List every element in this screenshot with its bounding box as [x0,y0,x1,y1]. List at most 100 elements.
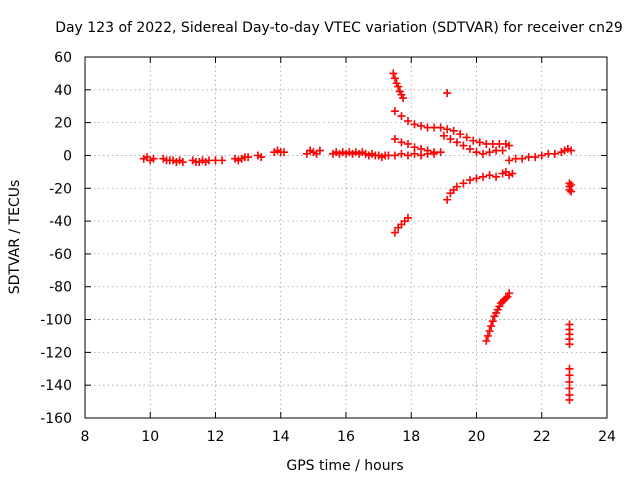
data-point [567,146,576,155]
data-point [397,138,406,147]
data-point [472,174,481,183]
data-point [417,144,426,153]
data-point [410,120,419,129]
y-axis-label: SDTVAR / TECUs [7,180,23,295]
data-point [459,179,468,188]
data-point [565,185,574,194]
x-tick-labels: 8 10 12 14 16 18 20 22 24 [81,429,616,445]
x-axis-label: GPS time / hours [286,458,403,474]
x-tick-label: 20 [468,429,486,445]
x-tick-label: 8 [81,429,90,445]
grid-lines [85,57,607,418]
data-point [452,138,461,147]
data-point [439,131,448,140]
y-tick-label: -40 [49,214,72,230]
chart-title: Day 123 of 2022, Sidereal Day-to-day VTE… [55,20,623,36]
data-points [139,69,576,404]
data-point [390,74,399,83]
x-tick-label: 12 [207,429,225,445]
data-point [257,153,266,162]
data-point [449,126,458,135]
series-late-low-1 [565,320,574,349]
data-point [446,135,455,144]
series-late-low-2 [565,364,574,404]
data-point [244,153,253,162]
data-point [403,213,412,222]
data-point [462,133,471,142]
data-point [479,172,488,181]
data-point [390,107,399,116]
data-point [487,322,496,331]
y-tick-labels: -160 -140 -120 -100 -80 -60 -40 -20 0 20 40 60 [40,50,72,427]
data-point [397,149,406,158]
data-point [417,121,426,130]
series-mixed-arc-A [390,107,514,150]
series-mixed-arc-C [439,131,507,158]
data-point [403,151,412,160]
y-tick-label: -20 [49,181,72,197]
data-point [390,228,399,237]
data-point [390,135,399,144]
y-tick-label: 20 [54,116,72,132]
series-isolated [443,89,452,98]
data-point [390,151,399,160]
y-tick-label: -80 [49,280,72,296]
data-point [537,151,546,160]
x-tick-label: 24 [598,429,616,445]
y-tick-label: -60 [49,247,72,263]
data-point [501,294,510,303]
series-low-arc [390,213,412,237]
data-point [518,154,527,163]
data-point [485,327,494,336]
data-point [505,289,514,298]
data-point [149,154,158,163]
y-tick-label: -160 [40,411,72,427]
data-point [178,158,187,167]
data-point [469,136,478,145]
x-tick-label: 16 [337,429,355,445]
data-point [565,340,574,349]
y-tick-label: 40 [54,83,72,99]
data-point [482,336,491,345]
y-tick-label: -100 [40,313,72,329]
y-tick-label: 0 [63,148,72,164]
data-point [397,112,406,121]
series-high-arc [389,69,408,103]
data-point [315,146,324,155]
y-tick-label: -140 [40,378,72,394]
data-point [565,395,574,404]
plot-frame [84,56,608,419]
data-point [218,156,227,165]
data-point [394,82,403,91]
x-tick-label: 10 [141,429,159,445]
data-point [492,172,501,181]
data-point [456,130,465,139]
data-point [399,94,408,103]
data-point [436,123,445,132]
data-point [483,331,492,340]
data-point [479,149,488,158]
series-late-high [565,179,576,196]
data-point [508,169,517,178]
data-point [403,116,412,125]
series-east-band [505,144,576,165]
data-point [465,176,474,185]
y-tick-label: -120 [40,345,72,361]
data-point [488,317,497,326]
data-point [485,148,494,157]
series-rising-arc [443,167,517,204]
data-point [403,139,412,148]
x-tick-label: 14 [272,429,290,445]
data-point [459,141,468,150]
data-point [505,141,514,150]
data-point [410,143,419,152]
data-point [475,138,484,147]
data-point [465,144,474,153]
data-point [505,156,514,165]
data-point [550,149,559,158]
series-deep-arc [482,289,514,345]
data-point [498,146,507,155]
data-point [280,148,289,157]
data-point [430,148,439,157]
